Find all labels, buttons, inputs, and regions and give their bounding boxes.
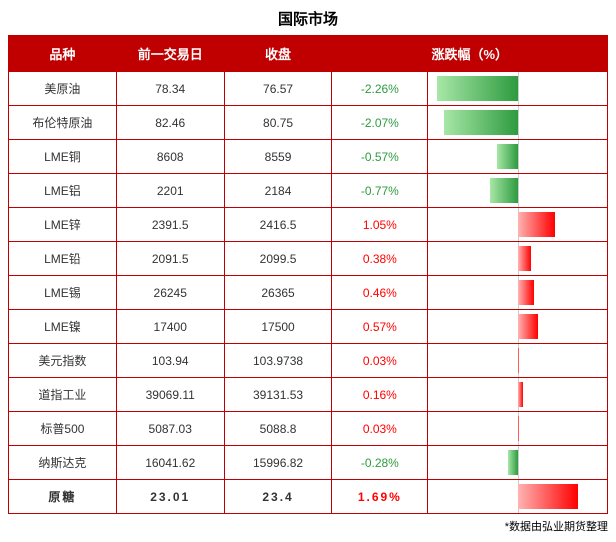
pct-bar	[508, 450, 518, 475]
cell-name: 原糖	[9, 480, 117, 514]
cell-bar	[428, 242, 608, 276]
cell-name: LME锌	[9, 208, 117, 242]
cell-pct: -2.07%	[332, 106, 428, 140]
cell-prev: 26245	[116, 276, 224, 310]
market-table: 品种 前一交易日 收盘 涨跌幅（%） 美原油78.3476.57-2.26%布伦…	[8, 35, 608, 514]
cell-prev: 5087.03	[116, 412, 224, 446]
cell-bar	[428, 72, 608, 106]
table-row: LME锡26245263650.46%	[9, 276, 608, 310]
cell-pct: -0.77%	[332, 174, 428, 208]
cell-pct: 1.69%	[332, 480, 428, 514]
cell-bar	[428, 140, 608, 174]
cell-prev: 23.01	[116, 480, 224, 514]
table-row: LME铅2091.52099.50.38%	[9, 242, 608, 276]
cell-pct: 0.46%	[332, 276, 428, 310]
cell-bar	[428, 412, 608, 446]
pct-bar	[518, 212, 556, 237]
table-row: 道指工业39069.1139131.530.16%	[9, 378, 608, 412]
cell-prev: 2091.5	[116, 242, 224, 276]
cell-close: 26365	[224, 276, 332, 310]
cell-name: LME铅	[9, 242, 117, 276]
table-row: LME铝22012184-0.77%	[9, 174, 608, 208]
pct-bar	[497, 144, 517, 169]
cell-pct: -0.28%	[332, 446, 428, 480]
cell-pct: 0.57%	[332, 310, 428, 344]
pct-bar	[518, 382, 524, 407]
cell-pct: -0.57%	[332, 140, 428, 174]
cell-name: 道指工业	[9, 378, 117, 412]
cell-close: 39131.53	[224, 378, 332, 412]
cell-name: LME铝	[9, 174, 117, 208]
cell-close: 103.9738	[224, 344, 332, 378]
cell-name: 纳斯达克	[9, 446, 117, 480]
cell-bar	[428, 480, 608, 514]
table-row: 标普5005087.035088.80.03%	[9, 412, 608, 446]
cell-bar	[428, 344, 608, 378]
header-close: 收盘	[224, 36, 332, 72]
cell-pct: 1.05%	[332, 208, 428, 242]
header-prev: 前一交易日	[116, 36, 224, 72]
cell-name: 美元指数	[9, 344, 117, 378]
cell-name: LME铜	[9, 140, 117, 174]
cell-close: 2416.5	[224, 208, 332, 242]
cell-close: 5088.8	[224, 412, 332, 446]
cell-bar	[428, 106, 608, 140]
cell-name: LME锡	[9, 276, 117, 310]
pct-bar	[490, 178, 518, 203]
cell-prev: 17400	[116, 310, 224, 344]
cell-close: 2184	[224, 174, 332, 208]
table-row: LME镍17400175000.57%	[9, 310, 608, 344]
cell-close: 17500	[224, 310, 332, 344]
table-row: 美元指数103.94103.97380.03%	[9, 344, 608, 378]
table-row: 布伦特原油82.4680.75-2.07%	[9, 106, 608, 140]
cell-prev: 82.46	[116, 106, 224, 140]
cell-pct: 0.16%	[332, 378, 428, 412]
cell-pct: 0.03%	[332, 344, 428, 378]
footer-note: *数据由弘业期货整理	[8, 518, 608, 534]
cell-close: 23.4	[224, 480, 332, 514]
pct-bar	[518, 416, 519, 441]
cell-name: 布伦特原油	[9, 106, 117, 140]
pct-bar	[437, 76, 518, 101]
cell-close: 76.57	[224, 72, 332, 106]
cell-bar	[428, 276, 608, 310]
cell-name: 标普500	[9, 412, 117, 446]
table-row: 纳斯达克16041.6215996.82-0.28%	[9, 446, 608, 480]
cell-prev: 78.34	[116, 72, 224, 106]
table-row: LME铜86088559-0.57%	[9, 140, 608, 174]
pct-bar	[518, 246, 532, 271]
table-row: LME锌2391.52416.51.05%	[9, 208, 608, 242]
cell-close: 80.75	[224, 106, 332, 140]
cell-close: 15996.82	[224, 446, 332, 480]
cell-prev: 8608	[116, 140, 224, 174]
cell-prev: 2391.5	[116, 208, 224, 242]
header-pct: 涨跌幅（%）	[332, 36, 608, 72]
header-name: 品种	[9, 36, 117, 72]
cell-name: LME镍	[9, 310, 117, 344]
pct-bar	[518, 348, 519, 373]
pct-bar	[518, 314, 538, 339]
cell-close: 8559	[224, 140, 332, 174]
cell-bar	[428, 310, 608, 344]
cell-close: 2099.5	[224, 242, 332, 276]
cell-bar	[428, 378, 608, 412]
pct-bar	[444, 110, 518, 135]
table-title: 国际市场	[8, 8, 608, 29]
pct-bar	[518, 484, 578, 509]
cell-pct: 0.03%	[332, 412, 428, 446]
cell-pct: -2.26%	[332, 72, 428, 106]
cell-bar	[428, 446, 608, 480]
cell-pct: 0.38%	[332, 242, 428, 276]
cell-prev: 39069.11	[116, 378, 224, 412]
cell-bar	[428, 208, 608, 242]
table-row: 美原油78.3476.57-2.26%	[9, 72, 608, 106]
table-row: 原糖23.0123.41.69%	[9, 480, 608, 514]
cell-name: 美原油	[9, 72, 117, 106]
cell-prev: 16041.62	[116, 446, 224, 480]
cell-prev: 2201	[116, 174, 224, 208]
cell-prev: 103.94	[116, 344, 224, 378]
pct-bar	[518, 280, 534, 305]
cell-bar	[428, 174, 608, 208]
header-row: 品种 前一交易日 收盘 涨跌幅（%）	[9, 36, 608, 72]
